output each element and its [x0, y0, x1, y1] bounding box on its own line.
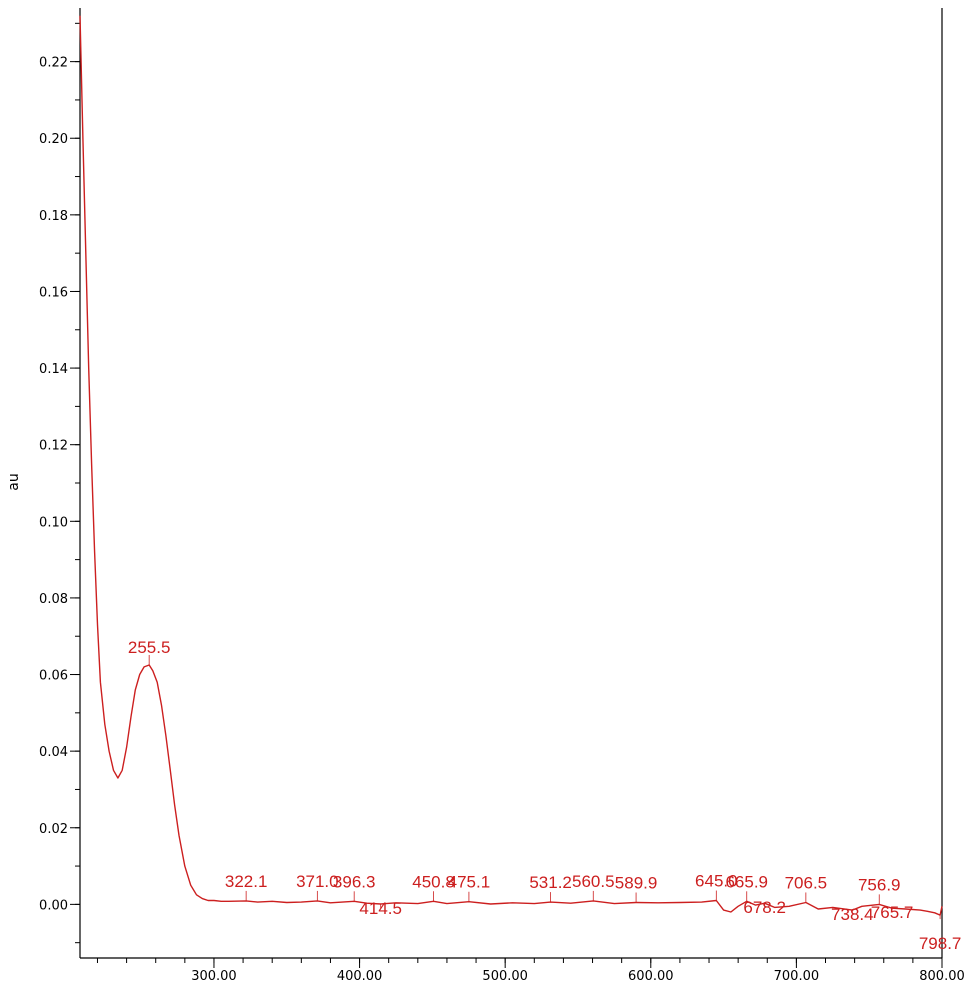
spectrum-line — [79, 15, 943, 916]
spectrum-series — [79, 15, 943, 916]
y-tick-label: 0.10 — [39, 515, 68, 530]
peak-label: 450.8 — [412, 872, 455, 891]
peak-label: 665.9 — [725, 872, 768, 891]
y-tick-label: 0.04 — [39, 745, 68, 760]
x-tick-label: 300.00 — [191, 969, 237, 984]
y-tick-label: 0.22 — [39, 56, 68, 71]
peak-label: 678.2 — [743, 898, 786, 917]
peak-label: 756.9 — [858, 875, 901, 894]
x-axis: 300.00 400.00 500.00 600.00 700.00 800.00 — [80, 8, 965, 984]
peak-label: 475.1 — [448, 873, 491, 892]
x-tick-label: 800.00 — [919, 969, 965, 984]
y-tick-label: 0.16 — [39, 285, 68, 300]
x-tick-label: 700.00 — [774, 969, 820, 984]
y-axis: 0.00 0.02 0.04 0.06 0.08 0.10 0.12 0.14 0.16 0.18… — [39, 8, 81, 958]
peak-label: 322.1 — [225, 872, 268, 891]
peak-label: 589.9 — [615, 873, 658, 892]
peak-label: 765.7 — [871, 903, 914, 922]
y-tick-label: 0.02 — [39, 822, 68, 837]
y-tick-label: 0.12 — [39, 439, 68, 454]
y-tick-label: 0.20 — [39, 132, 68, 147]
peak-label: 371.0 — [296, 872, 339, 891]
peak-label: 414.5 — [359, 899, 402, 918]
y-tick-label: 0.00 — [39, 898, 68, 913]
peak-label: 738.4 — [831, 905, 874, 924]
x-tick-label: 400.00 — [337, 969, 383, 984]
peak-label: 798.7 — [919, 934, 962, 953]
y-tick-label: 0.06 — [39, 669, 68, 684]
x-tick-label: 600.00 — [628, 969, 674, 984]
peak-label: 645.0 — [695, 872, 738, 891]
peak-label: 255.5 — [128, 638, 171, 657]
y-tick-label: 0.14 — [39, 362, 68, 377]
x-tick-label: 500.00 — [482, 969, 528, 984]
peak-label: 706.5 — [785, 873, 828, 892]
y-tick-label: 0.18 — [39, 209, 68, 224]
y-tick-label: 0.08 — [39, 592, 68, 607]
peak-label: 396.3 — [333, 872, 376, 891]
y-axis-title: au — [6, 473, 22, 490]
peak-label: 560.5 — [572, 872, 615, 891]
peak-label: 531.2 — [529, 873, 572, 892]
